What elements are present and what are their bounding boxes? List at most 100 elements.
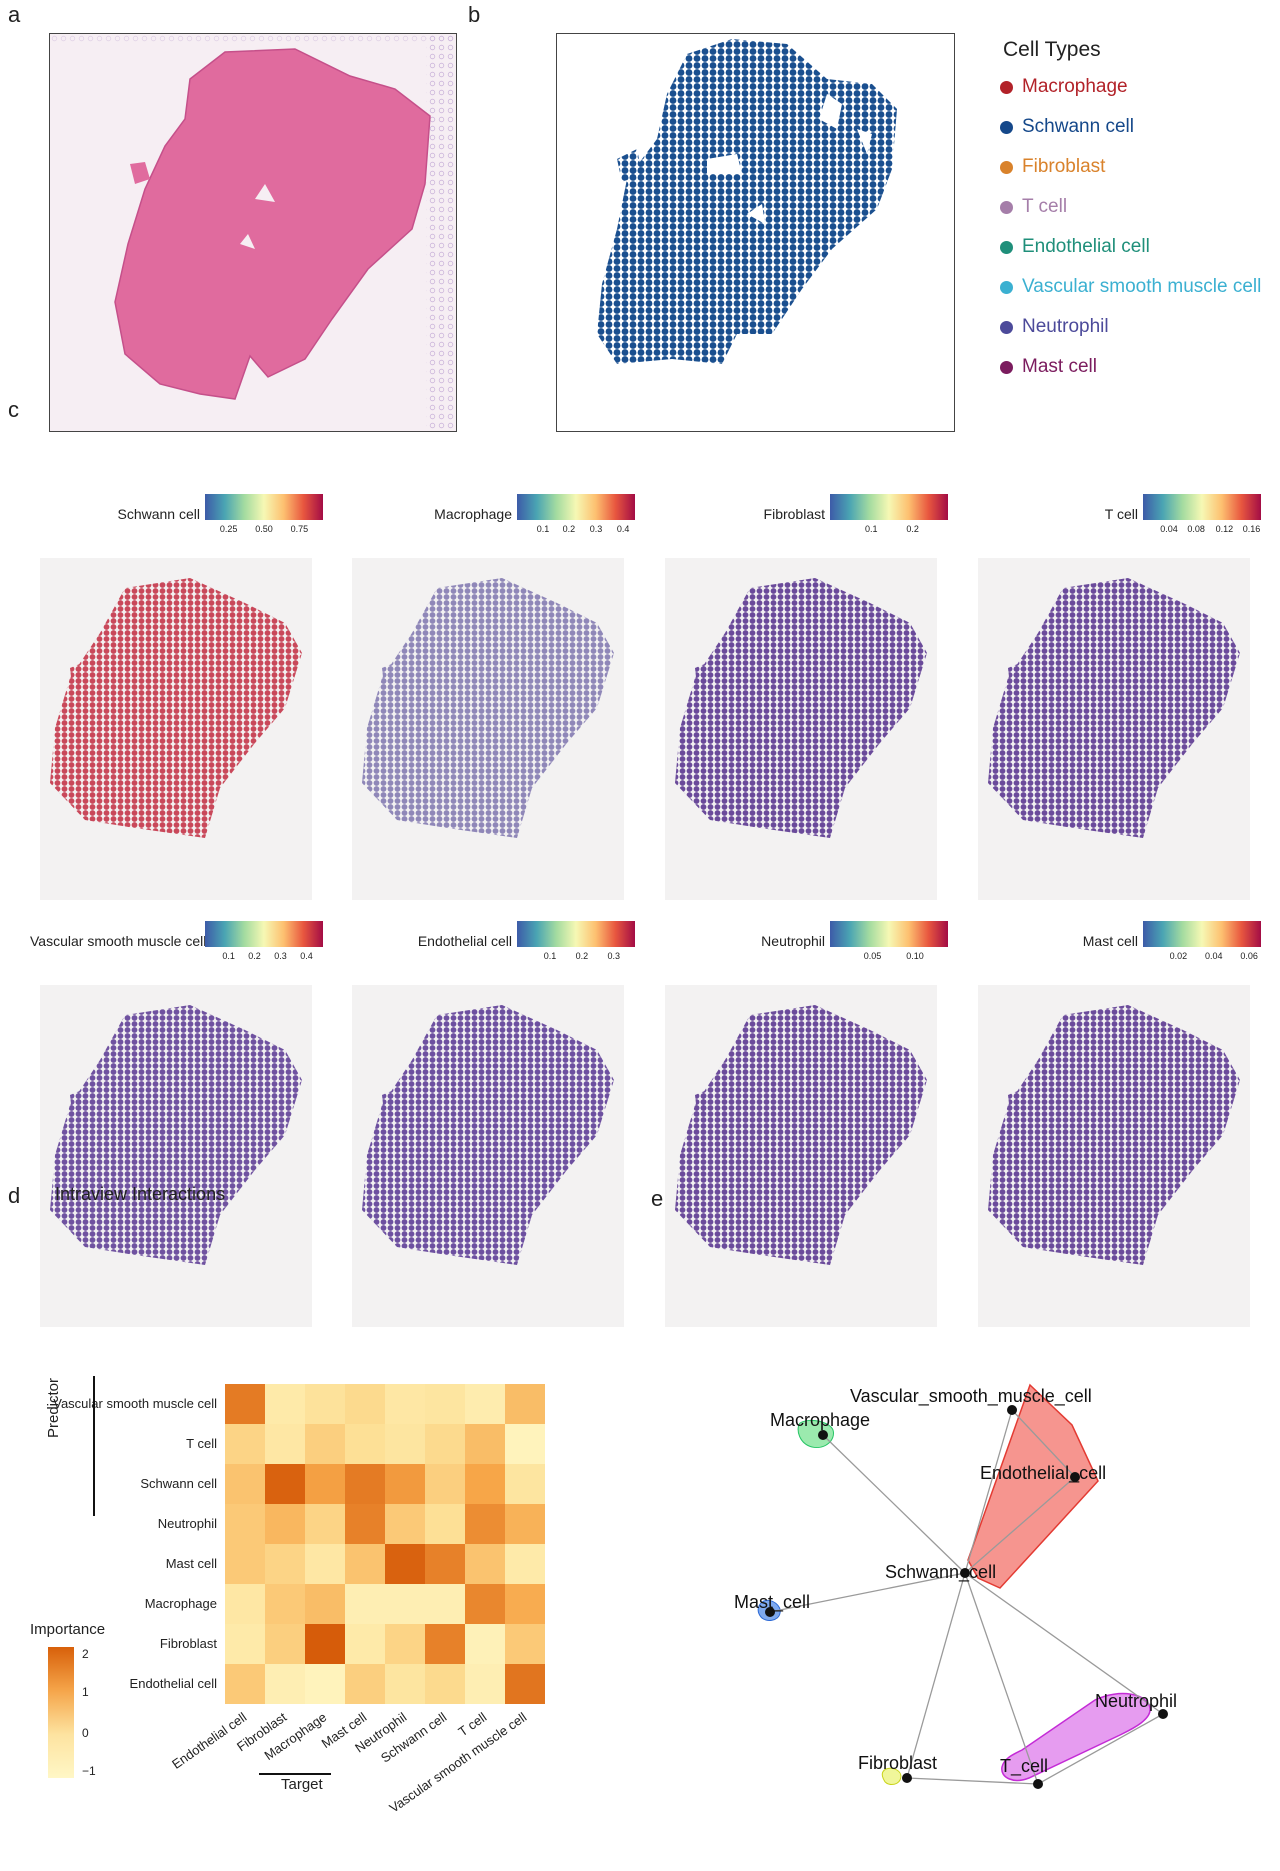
legend-dot-icon <box>1000 240 1013 254</box>
colorbar <box>517 494 635 520</box>
legend-dot-icon <box>1000 200 1013 214</box>
legend-item: Macrophage <box>1000 76 1128 98</box>
heatmap-cell <box>505 1464 545 1504</box>
heatmap-cell <box>265 1424 305 1464</box>
colorbar-tick-label: 0.3 <box>607 951 621 961</box>
network-node <box>1007 1405 1017 1415</box>
heatmap-cell <box>425 1464 465 1504</box>
network-edge <box>906 1777 1039 1785</box>
heatmap-cell <box>265 1464 305 1504</box>
heatmap-cell <box>225 1624 265 1664</box>
heatmap-cell <box>385 1504 425 1544</box>
colorbar <box>205 494 323 520</box>
hull-green <box>797 1419 834 1449</box>
importance-tick-label: −1 <box>82 1764 96 1778</box>
legend-item-label: Endothelial cell <box>1022 236 1150 257</box>
colorbar-tick-label: 0.1 <box>543 951 557 961</box>
heatmap-cell <box>305 1624 345 1664</box>
colorbar-tick-label: 0.4 <box>616 524 630 534</box>
heatmap-cell <box>425 1584 465 1624</box>
legend-dot-icon <box>1000 80 1013 94</box>
colorbar <box>1143 921 1261 947</box>
heatmap-cell <box>385 1464 425 1504</box>
legend-item-label: Macrophage <box>1022 76 1128 97</box>
heatmap-cell <box>425 1664 465 1704</box>
importance-tick-label: 2 <box>82 1647 89 1661</box>
heatmap-cell <box>305 1504 345 1544</box>
legend-dot-icon <box>1000 160 1013 174</box>
heatmap-cell <box>305 1584 345 1624</box>
colorbar-tick-label: 0.2 <box>248 951 261 961</box>
legend-item: T cell <box>1000 196 1067 218</box>
spatial-map-panel <box>978 558 1250 900</box>
target-label: Target <box>281 1776 323 1793</box>
heatmap-cell <box>425 1544 465 1584</box>
heatmap-cell <box>345 1504 385 1544</box>
importance-legend-title: Importance <box>30 1621 106 1638</box>
network-node <box>960 1568 970 1578</box>
heatmap-cell <box>385 1424 425 1464</box>
colorbar-label: Endothelial cell <box>417 933 512 949</box>
network-edge <box>822 1434 966 1574</box>
heatmap-cell <box>465 1464 505 1504</box>
heatmap-cell <box>345 1424 385 1464</box>
network-node-label: Macrophage <box>770 1410 870 1430</box>
heatmap-cell <box>265 1584 305 1624</box>
colorbar-tick-label: 0.1 <box>536 524 550 534</box>
heatmap-cell <box>305 1544 345 1584</box>
heatmap-cell <box>305 1664 345 1704</box>
spatial-map-panel <box>40 985 312 1327</box>
network-edge <box>1037 1713 1164 1785</box>
colorbar-tick-label: 0.3 <box>589 524 603 534</box>
legend-title: Cell Types <box>1003 38 1101 61</box>
importance-tick-label: 1 <box>82 1685 89 1699</box>
colorbar-label: Mast cell <box>1082 933 1138 949</box>
colorbar <box>830 921 948 947</box>
legend-item: Neutrophil <box>1000 316 1109 338</box>
heatmap-cell <box>385 1664 425 1704</box>
heatmap-cell <box>505 1384 545 1424</box>
legend-item-label: Schwann cell <box>1022 116 1134 137</box>
heatmap-cell <box>505 1624 545 1664</box>
importance-tick-label: 0 <box>82 1726 89 1740</box>
network-node-label: Endothelial_cell <box>980 1463 1106 1484</box>
legend-item: Schwann cell <box>1000 116 1134 138</box>
colorbar-label: T cell <box>1104 506 1138 522</box>
heatmap-cell <box>225 1504 265 1544</box>
heatmap-cell <box>345 1544 385 1584</box>
colorbar <box>1143 494 1261 520</box>
heatmap-cell <box>505 1424 545 1464</box>
heatmap-cell <box>265 1544 305 1584</box>
hull-red <box>967 1383 1099 1589</box>
colorbar-tick-label: 0.04 <box>1160 524 1178 534</box>
fiducial-dots <box>426 34 456 431</box>
network-edge <box>964 1476 1076 1574</box>
colorbar-label: Vascular smooth muscle cell <box>30 933 207 949</box>
panel-letter-e: e <box>651 1186 664 1211</box>
heatmap-cell <box>305 1384 345 1424</box>
legend-item-label: Mast cell <box>1022 356 1097 377</box>
colorbar <box>205 921 323 947</box>
colorbar-tick-label: 0.3 <box>274 951 287 961</box>
network-node <box>818 1430 828 1440</box>
heatmap-cell <box>225 1584 265 1624</box>
heatmap-cell <box>505 1544 545 1584</box>
importance-colorbar <box>48 1647 74 1778</box>
legend-item-label: T cell <box>1022 196 1068 217</box>
heatmap-cell <box>505 1504 545 1544</box>
network-node <box>1070 1472 1080 1482</box>
network-edge <box>906 1572 966 1779</box>
colorbar-tick-label: 0.10 <box>906 951 924 961</box>
cell-type-spatial-map <box>556 33 955 432</box>
colorbar-tick-label: 0.2 <box>906 524 919 534</box>
network-node-label: Schwann_cell <box>885 1562 996 1583</box>
heatmap-cell <box>265 1664 305 1704</box>
colorbar-tick-label: 0.08 <box>1187 524 1205 534</box>
heatmap-cell <box>265 1624 305 1664</box>
panel-letter-d: d <box>8 1183 21 1208</box>
heatmap-cell <box>505 1584 545 1624</box>
heatmap-cell <box>425 1424 465 1464</box>
heatmap-cell <box>345 1664 385 1704</box>
colorbar-tick-label: 0.12 <box>1215 524 1234 534</box>
heatmap-cell <box>465 1584 505 1624</box>
